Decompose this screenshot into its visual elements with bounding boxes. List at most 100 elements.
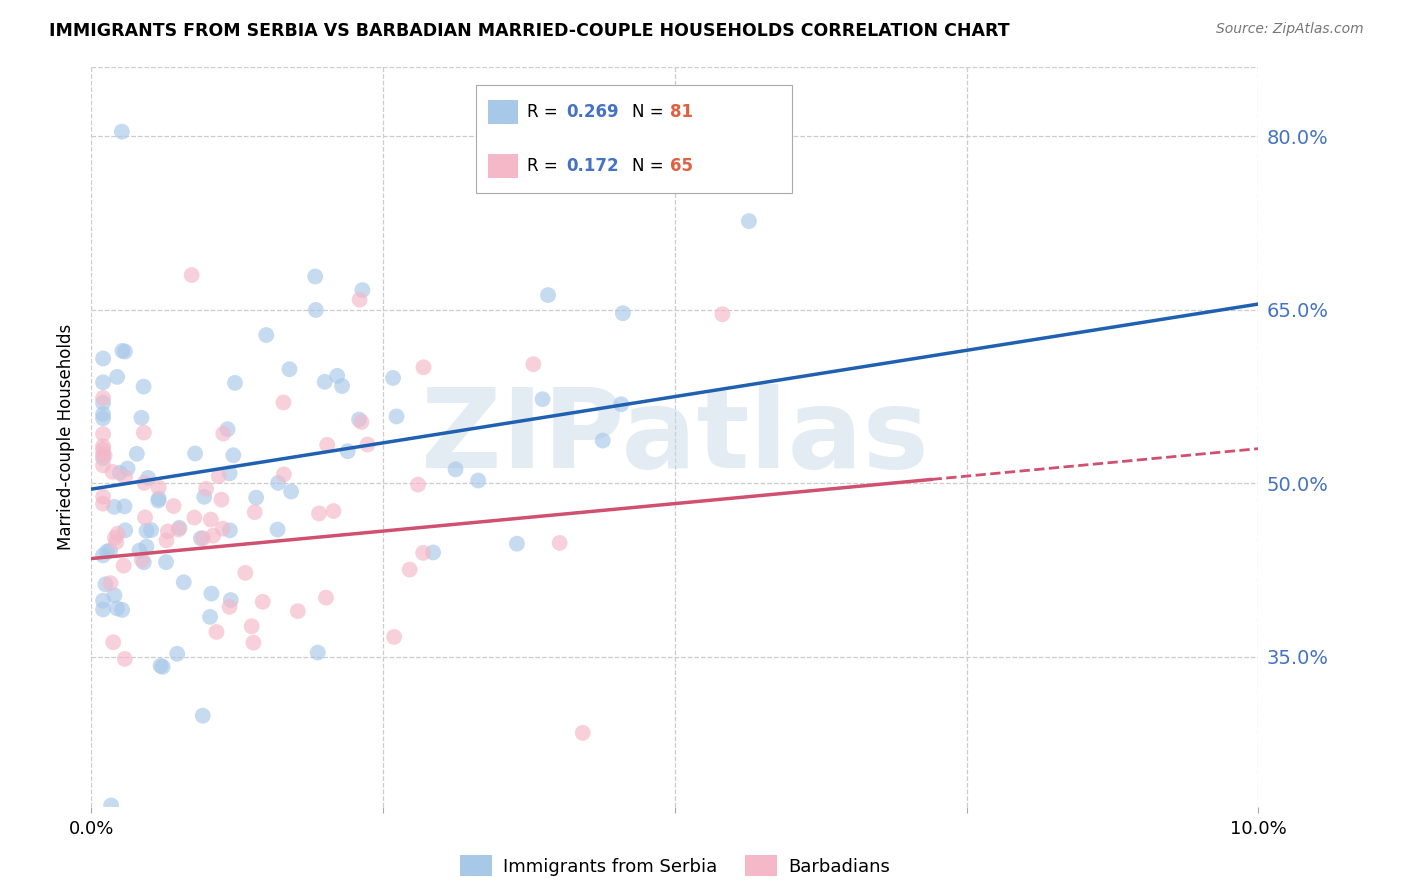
Point	[571, 726, 593, 740]
Point	[184, 446, 207, 460]
Point	[91, 391, 114, 405]
Point	[350, 415, 373, 429]
Point	[173, 575, 195, 590]
Point	[356, 437, 378, 451]
Point	[245, 491, 267, 505]
Point	[107, 526, 129, 541]
Point	[612, 306, 634, 320]
Point	[205, 624, 228, 639]
Point	[252, 595, 274, 609]
Point	[273, 467, 295, 482]
Point	[93, 449, 115, 463]
Point	[316, 438, 339, 452]
Point	[531, 392, 554, 407]
Point	[132, 379, 155, 393]
Point	[135, 524, 157, 538]
Point	[103, 588, 125, 602]
Point	[308, 507, 330, 521]
Point	[382, 630, 405, 644]
Point	[134, 475, 156, 490]
Point	[101, 465, 124, 479]
Point	[385, 409, 408, 424]
Point	[307, 646, 329, 660]
Point	[304, 269, 326, 284]
Text: 65: 65	[671, 157, 693, 175]
Point	[91, 497, 114, 511]
Point	[610, 397, 633, 411]
Text: N =: N =	[633, 103, 669, 121]
Point	[114, 470, 136, 484]
Point	[198, 610, 221, 624]
Point	[592, 434, 614, 448]
Point	[202, 529, 225, 543]
Point	[93, 832, 115, 847]
Point	[190, 531, 212, 545]
Point	[148, 481, 170, 495]
Point	[148, 491, 170, 506]
Point	[222, 448, 245, 462]
Point	[267, 475, 290, 490]
Text: 0.269: 0.269	[567, 103, 619, 121]
Point	[136, 471, 159, 485]
Point	[155, 555, 177, 569]
Point	[330, 379, 353, 393]
Point	[105, 601, 128, 615]
Point	[195, 482, 218, 496]
Point	[406, 477, 429, 491]
Text: N =: N =	[633, 157, 669, 175]
Point	[537, 288, 560, 302]
Point	[315, 591, 337, 605]
Point	[91, 458, 114, 473]
Point	[224, 376, 246, 390]
Point	[180, 268, 202, 282]
Point	[103, 635, 125, 649]
Point	[112, 558, 135, 573]
Point	[103, 500, 125, 514]
Point	[91, 351, 114, 366]
Point	[467, 474, 489, 488]
Point	[218, 599, 240, 614]
Point	[91, 447, 114, 461]
Point	[254, 328, 277, 343]
Point	[114, 524, 136, 538]
Text: R =: R =	[527, 157, 562, 175]
Point	[273, 395, 295, 409]
Point	[98, 543, 121, 558]
Y-axis label: Married-couple Households: Married-couple Households	[56, 324, 75, 550]
Point	[105, 535, 128, 549]
Text: 0.172: 0.172	[567, 157, 619, 175]
Point	[326, 368, 349, 383]
Point	[200, 586, 222, 600]
Point	[233, 566, 256, 580]
Point	[91, 411, 114, 425]
Point	[219, 524, 242, 538]
Point	[314, 375, 336, 389]
Point	[96, 544, 118, 558]
Point	[128, 543, 150, 558]
Point	[352, 283, 374, 297]
Point	[100, 798, 122, 813]
Text: R =: R =	[527, 103, 562, 121]
Point	[287, 604, 309, 618]
Point	[242, 635, 264, 649]
Point	[91, 439, 114, 453]
Point	[167, 523, 190, 537]
Point	[111, 603, 134, 617]
Point	[111, 125, 134, 139]
Point	[91, 602, 114, 616]
Point	[156, 524, 179, 539]
Point	[211, 522, 233, 536]
Point	[131, 410, 153, 425]
Text: IMMIGRANTS FROM SERBIA VS BARBADIAN MARRIED-COUPLE HOUSEHOLDS CORRELATION CHART: IMMIGRANTS FROM SERBIA VS BARBADIAN MARR…	[49, 22, 1010, 40]
Point	[208, 469, 231, 483]
Point	[398, 563, 420, 577]
Point	[148, 493, 170, 508]
Point	[217, 422, 239, 436]
Point	[278, 362, 301, 376]
Point	[711, 307, 734, 321]
Point	[193, 490, 215, 504]
Point	[191, 531, 214, 545]
Point	[169, 521, 191, 535]
Point	[183, 510, 205, 524]
Point	[280, 484, 302, 499]
